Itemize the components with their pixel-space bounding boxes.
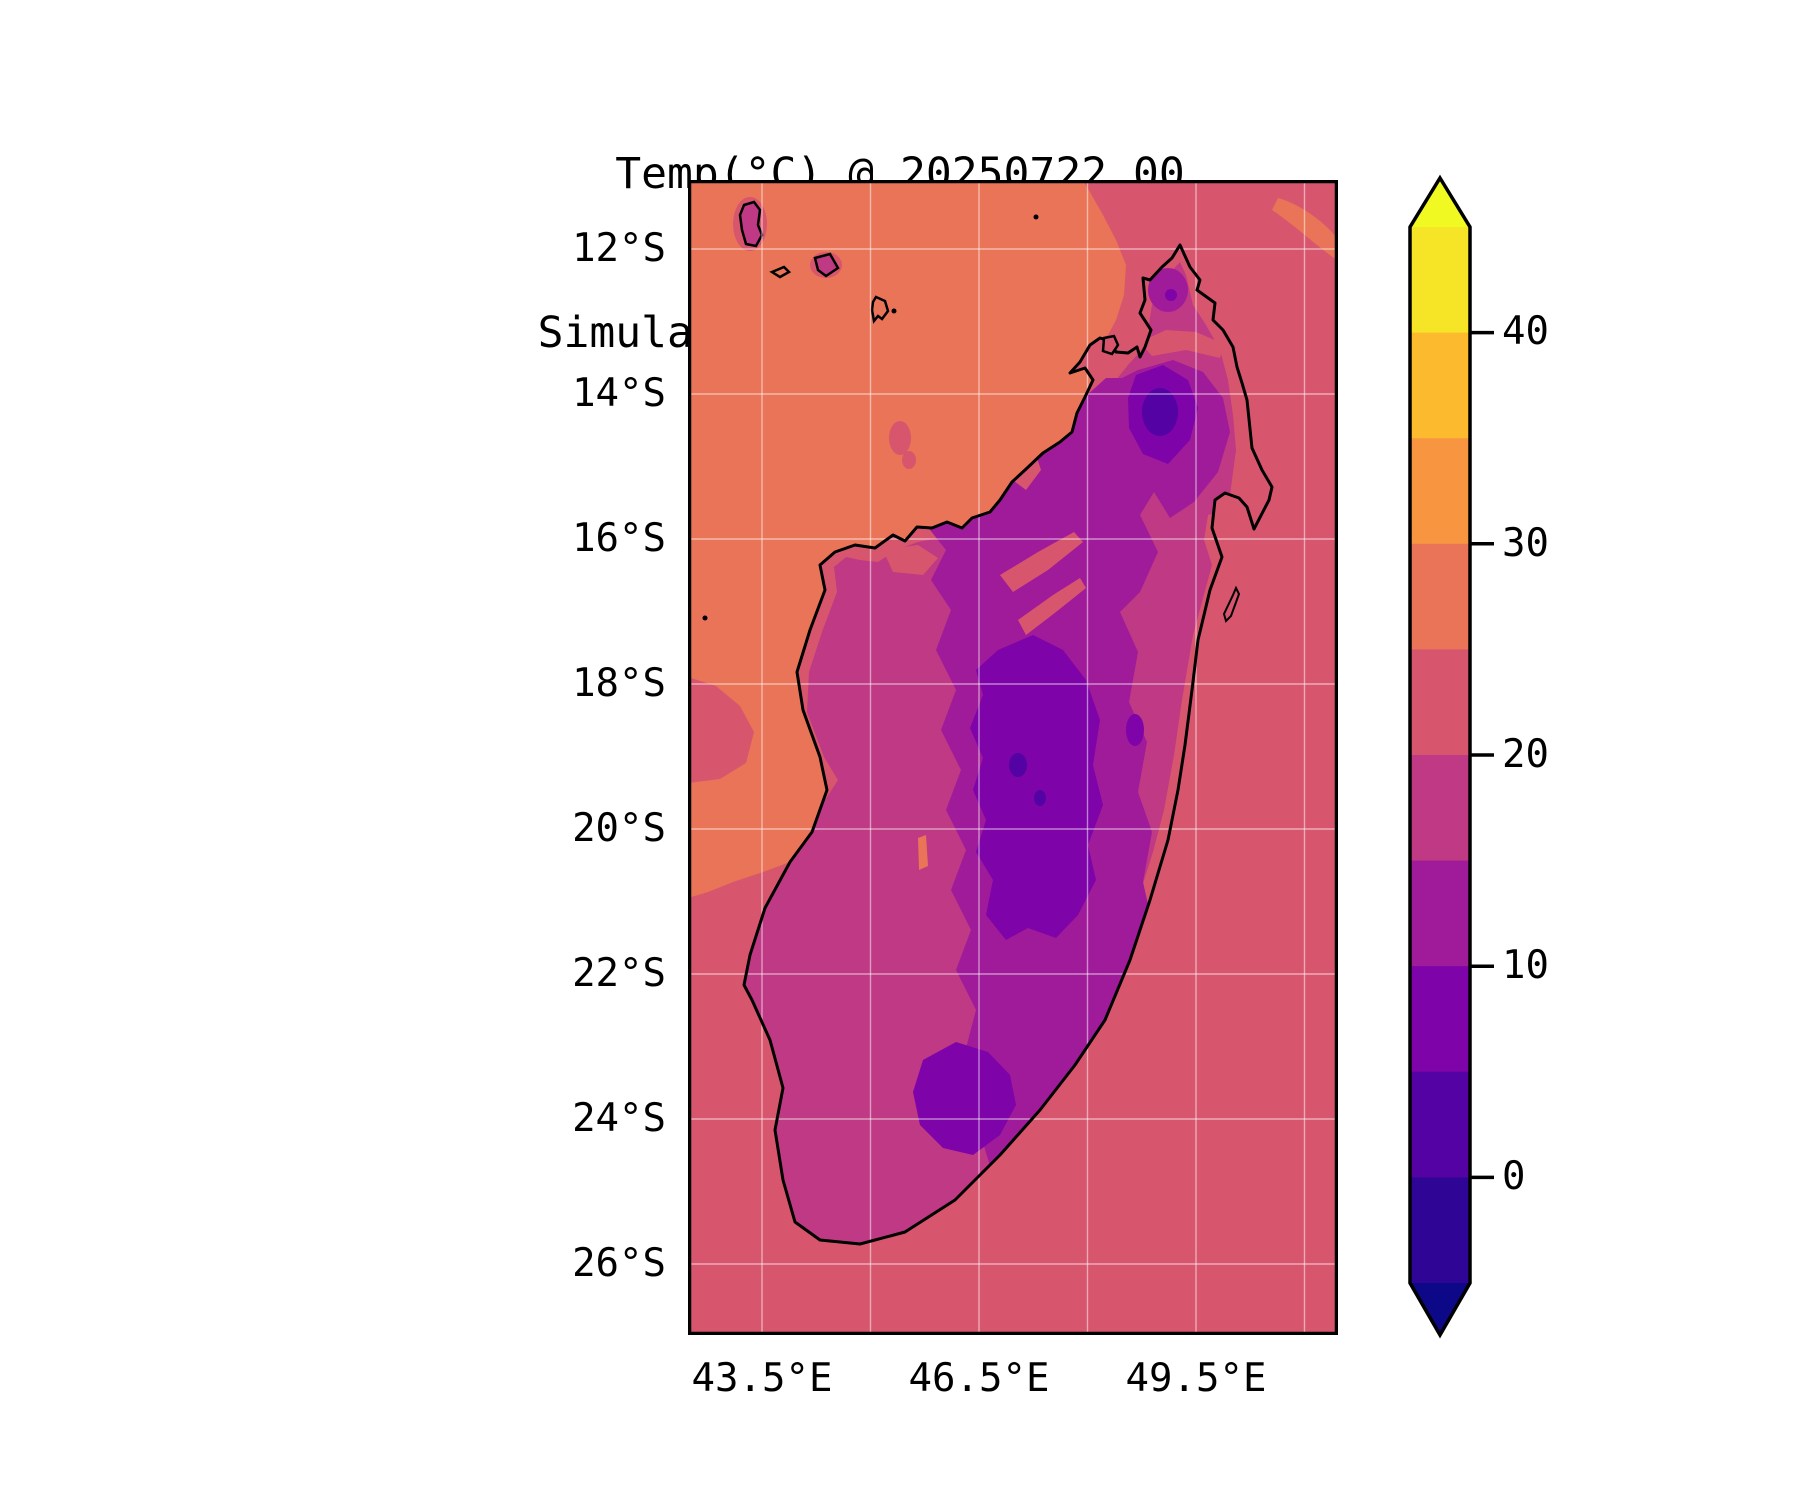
colorbar-over-arrow (1410, 178, 1470, 227)
cbar-label-10: 10 (1502, 943, 1549, 988)
xtick-46-5e: 46.5°E (908, 1356, 1050, 1401)
cbar-label-30: 30 (1502, 521, 1549, 566)
island-interior-bands (744, 262, 1236, 1244)
map-border (688, 180, 1338, 1335)
cool-ocean-blob (889, 421, 911, 455)
colorbar-band (1410, 649, 1470, 756)
warm-land-streak-ne-1 (1000, 532, 1083, 592)
xtick-43-5e: 43.5°E (691, 1356, 833, 1401)
mayotte-islet-dot (891, 308, 897, 314)
madagascar-coastline (742, 243, 1274, 1246)
colorbar-band (1410, 227, 1470, 333)
nosy-be-island (1101, 334, 1120, 356)
highland-core-5-10-central (970, 635, 1103, 940)
colorbar-ticks (1470, 330, 1494, 1180)
ytick-24s: 24°S (572, 1096, 666, 1141)
xtick-49-5e: 49.5°E (1125, 1356, 1267, 1401)
ytick-14s: 14°S (572, 371, 666, 416)
graticule (688, 180, 1338, 1335)
highland-core-5-10-ambre-dot (1165, 289, 1177, 301)
moheli-island (769, 265, 792, 279)
ytick-16s: 16°S (572, 516, 666, 561)
sainte-marie-island (1222, 585, 1241, 623)
ytick-18s: 18°S (572, 661, 666, 706)
ytick-22s: 22°S (572, 951, 666, 996)
cool-ocean-blob-small (902, 451, 916, 469)
colorbar-band (1410, 1071, 1470, 1178)
cool-ocean-notch-left-edge (688, 677, 754, 783)
islet-dot-west (702, 615, 708, 621)
colorbar-band (1410, 755, 1470, 861)
colorbar (1408, 174, 1494, 1339)
hot-land-sliver-west (918, 835, 928, 870)
warm-land-patch-northwest (883, 545, 938, 575)
map-panel (688, 180, 1338, 1335)
ytick-26s: 26°S (572, 1241, 666, 1286)
colorbar-band (1410, 543, 1470, 650)
highland-core-5-10-east-spot (1126, 714, 1144, 746)
cbar-label-40: 40 (1502, 309, 1549, 354)
cbar-label-0: 0 (1502, 1154, 1526, 1199)
peak-spot-0-5-central (1009, 753, 1027, 777)
islet-dot-north (1033, 214, 1039, 220)
colorbar-band (1410, 966, 1470, 1073)
mayotte-island (870, 295, 890, 324)
ytick-20s: 20°S (572, 806, 666, 851)
warm-land-streak-ne-2 (1018, 578, 1086, 635)
anjouan-island (813, 252, 840, 278)
peak-spot-0-5-north (1142, 388, 1178, 436)
highland-core-5-10-south (913, 1042, 1016, 1155)
peak-spot-0-5-central-2 (1034, 790, 1046, 806)
warm-ocean-region-northwest (688, 180, 1126, 898)
colorbar-under-arrow (1410, 1283, 1470, 1335)
colorbar-band (1410, 438, 1470, 545)
colorbar-band (1410, 1177, 1470, 1284)
ytick-12s: 12°S (572, 226, 666, 271)
grande-comore-island (738, 200, 764, 248)
warm-land-band-north-tip (1140, 330, 1224, 358)
cbar-label-20: 20 (1502, 732, 1549, 777)
colorbar-band (1410, 332, 1470, 439)
colorbar-outline (1408, 174, 1472, 1339)
colorbar-band (1410, 860, 1470, 967)
